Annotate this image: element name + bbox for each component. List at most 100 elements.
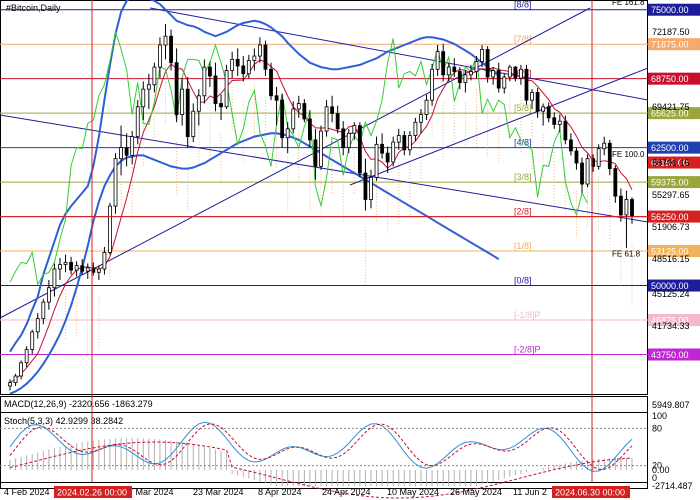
candle xyxy=(296,95,301,118)
candle-body xyxy=(469,71,473,76)
candle-body xyxy=(435,51,440,70)
candle xyxy=(441,43,446,82)
candle-body xyxy=(202,66,207,97)
price-scale-tick: 45125.24 xyxy=(652,289,690,299)
candle-body xyxy=(80,265,85,272)
candle xyxy=(319,125,323,170)
candle xyxy=(30,329,35,354)
highlighted-date-label: 2024.06.30 00:00 xyxy=(555,488,625,498)
candle-body xyxy=(541,106,546,112)
candle xyxy=(491,67,496,85)
candle xyxy=(102,246,107,275)
candle-body xyxy=(630,199,634,217)
candle-body xyxy=(258,44,262,57)
candle-body xyxy=(180,88,185,115)
price-tag: 75000.00 xyxy=(648,3,700,16)
candle xyxy=(357,122,362,178)
price-tag-label: 71875.00 xyxy=(651,40,689,50)
candle xyxy=(8,379,12,391)
candle xyxy=(124,133,129,167)
candle xyxy=(274,86,279,126)
candle-body xyxy=(196,95,201,112)
candle xyxy=(63,254,68,273)
stoch-tick: 100 xyxy=(652,411,667,421)
candle xyxy=(485,46,490,83)
price-scale-tick: 48516.15 xyxy=(652,254,690,264)
candle xyxy=(58,257,62,281)
macd-tick: -2714.487 xyxy=(652,481,693,491)
candle-body xyxy=(535,92,540,112)
candle-body xyxy=(524,68,529,101)
time-tick-label: 26 May 2024 xyxy=(450,487,502,497)
candle-body xyxy=(296,103,301,110)
candle xyxy=(108,202,112,255)
candle xyxy=(19,360,24,380)
price-tag: 68750.00 xyxy=(648,72,700,85)
candle xyxy=(474,56,479,79)
price-scale-tick: 72187.50 xyxy=(652,27,690,37)
time-tick-label: 11 Jun 2 xyxy=(513,487,547,497)
price-tag-label: 59375.00 xyxy=(651,178,689,188)
lagging-span-line xyxy=(9,31,589,286)
candle-body xyxy=(146,84,151,90)
candle xyxy=(280,93,285,148)
candle-body xyxy=(574,150,579,164)
candle xyxy=(252,48,257,71)
stochastic-panel: 100 80 20 0 xyxy=(0,411,667,483)
stoch-tick: 80 xyxy=(652,423,662,433)
macd-signal-line xyxy=(9,441,633,499)
candle-body xyxy=(563,120,568,141)
murrey-label: [7/8] xyxy=(514,34,532,44)
channel-lower-line xyxy=(0,114,648,223)
candle xyxy=(302,99,307,123)
candle-body xyxy=(241,65,246,75)
candle-body xyxy=(569,139,573,152)
price-tag-box xyxy=(648,348,700,361)
time-tick-label: 23 Mar 2024 xyxy=(193,487,244,497)
fibo-label: FE 61.8 xyxy=(612,250,641,259)
candle-body xyxy=(346,132,351,149)
candle-body xyxy=(213,75,218,104)
candle xyxy=(563,115,568,145)
candle-body xyxy=(480,49,484,62)
candle xyxy=(374,136,379,181)
price-tag-label: 68750.00 xyxy=(651,74,689,84)
price-tag-label: 56250.00 xyxy=(651,212,689,222)
highlighted-date-box xyxy=(54,486,132,498)
candle xyxy=(35,313,40,339)
candle xyxy=(285,122,290,154)
trend-line-up-2 xyxy=(349,67,648,186)
candle xyxy=(541,103,546,126)
highlighted-date-tag: 2024.06.30 00:00 xyxy=(552,486,630,498)
candle-body xyxy=(280,99,285,139)
price-axis: 75000.00 71875.00 68750.00 65625.00 62500.00… xyxy=(648,3,700,361)
candle xyxy=(163,24,168,60)
candle-body xyxy=(269,68,273,97)
candle-body xyxy=(263,44,268,70)
candle xyxy=(96,265,101,281)
candle-body xyxy=(319,130,323,167)
candle xyxy=(46,280,51,310)
candle xyxy=(74,261,79,277)
candle-body xyxy=(69,261,73,271)
candle xyxy=(80,259,85,275)
candle xyxy=(596,144,601,170)
candle xyxy=(113,153,118,214)
candle-body xyxy=(302,103,307,120)
candle xyxy=(402,131,407,156)
candle-body xyxy=(457,71,462,83)
murrey-label: [-1/8]P xyxy=(514,310,541,320)
candle-body xyxy=(530,92,534,101)
candle-body xyxy=(63,261,68,265)
price-tag-label: 46875.00 xyxy=(651,316,689,326)
candle xyxy=(457,67,462,90)
price-scale-tick: 58791.15 xyxy=(652,158,690,168)
candle xyxy=(313,128,318,180)
candle-body xyxy=(485,49,490,78)
candle-body xyxy=(463,74,468,83)
candle-body xyxy=(291,108,296,130)
candle xyxy=(85,263,90,279)
murrey-label: [0/8] xyxy=(514,276,532,286)
price-tag: 46875.00 xyxy=(648,314,700,327)
